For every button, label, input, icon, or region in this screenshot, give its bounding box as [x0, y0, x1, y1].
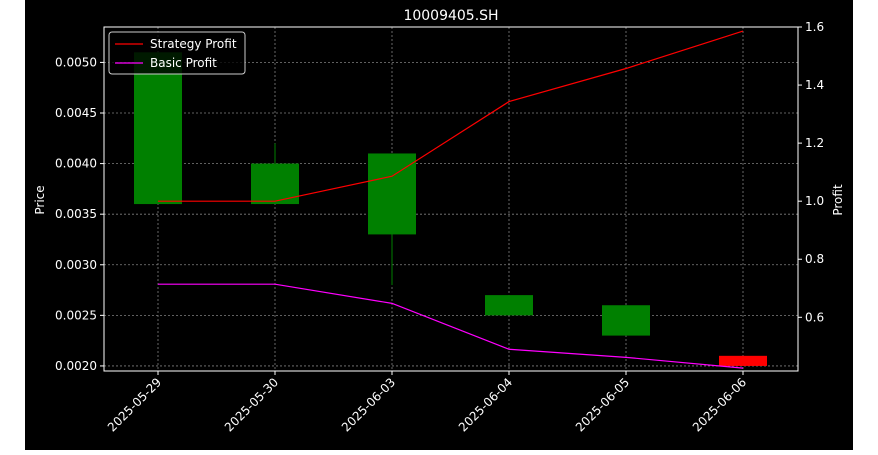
y-tick-label-right: 1.2 [805, 136, 824, 150]
y-tick-label-left: 0.0030 [55, 258, 97, 272]
candle-body [602, 305, 650, 336]
legend: Strategy Profit Basic Profit [108, 31, 246, 75]
candle-body [134, 52, 182, 205]
y-tick-label-left: 0.0045 [55, 106, 97, 120]
candles [134, 52, 767, 366]
profit-lines [158, 30, 744, 369]
legend-label-strategy-profit: Strategy Profit [150, 37, 237, 51]
y-tick-label-left: 0.0025 [55, 308, 97, 322]
y-tick-label-right: 0.6 [805, 310, 824, 324]
y-tick-label-left: 0.0040 [55, 157, 97, 171]
y-tick-label-left: 0.0035 [55, 207, 97, 221]
y-tick-label-right: 1.0 [805, 194, 824, 208]
y-tick-label-left: 0.0050 [55, 55, 97, 69]
y-tick-label-right: 0.8 [805, 252, 824, 266]
candle-body [485, 295, 533, 316]
y-axis-label-right: Profit [831, 184, 845, 216]
candle-body [719, 355, 767, 366]
strategy-profit-line [158, 30, 744, 202]
basic-profit-line [158, 283, 744, 369]
y-tick-label-right: 1.6 [805, 20, 824, 34]
y-tick-label-right: 1.4 [805, 78, 824, 92]
candle-body [368, 153, 416, 235]
y-tick-label-left: 0.0020 [55, 359, 97, 373]
plot-frame [103, 26, 799, 372]
legend-label-basic-profit: Basic Profit [150, 56, 217, 70]
y-axis-label-left: Price [33, 185, 47, 214]
chart-title: 10009405.SH [403, 8, 498, 24]
